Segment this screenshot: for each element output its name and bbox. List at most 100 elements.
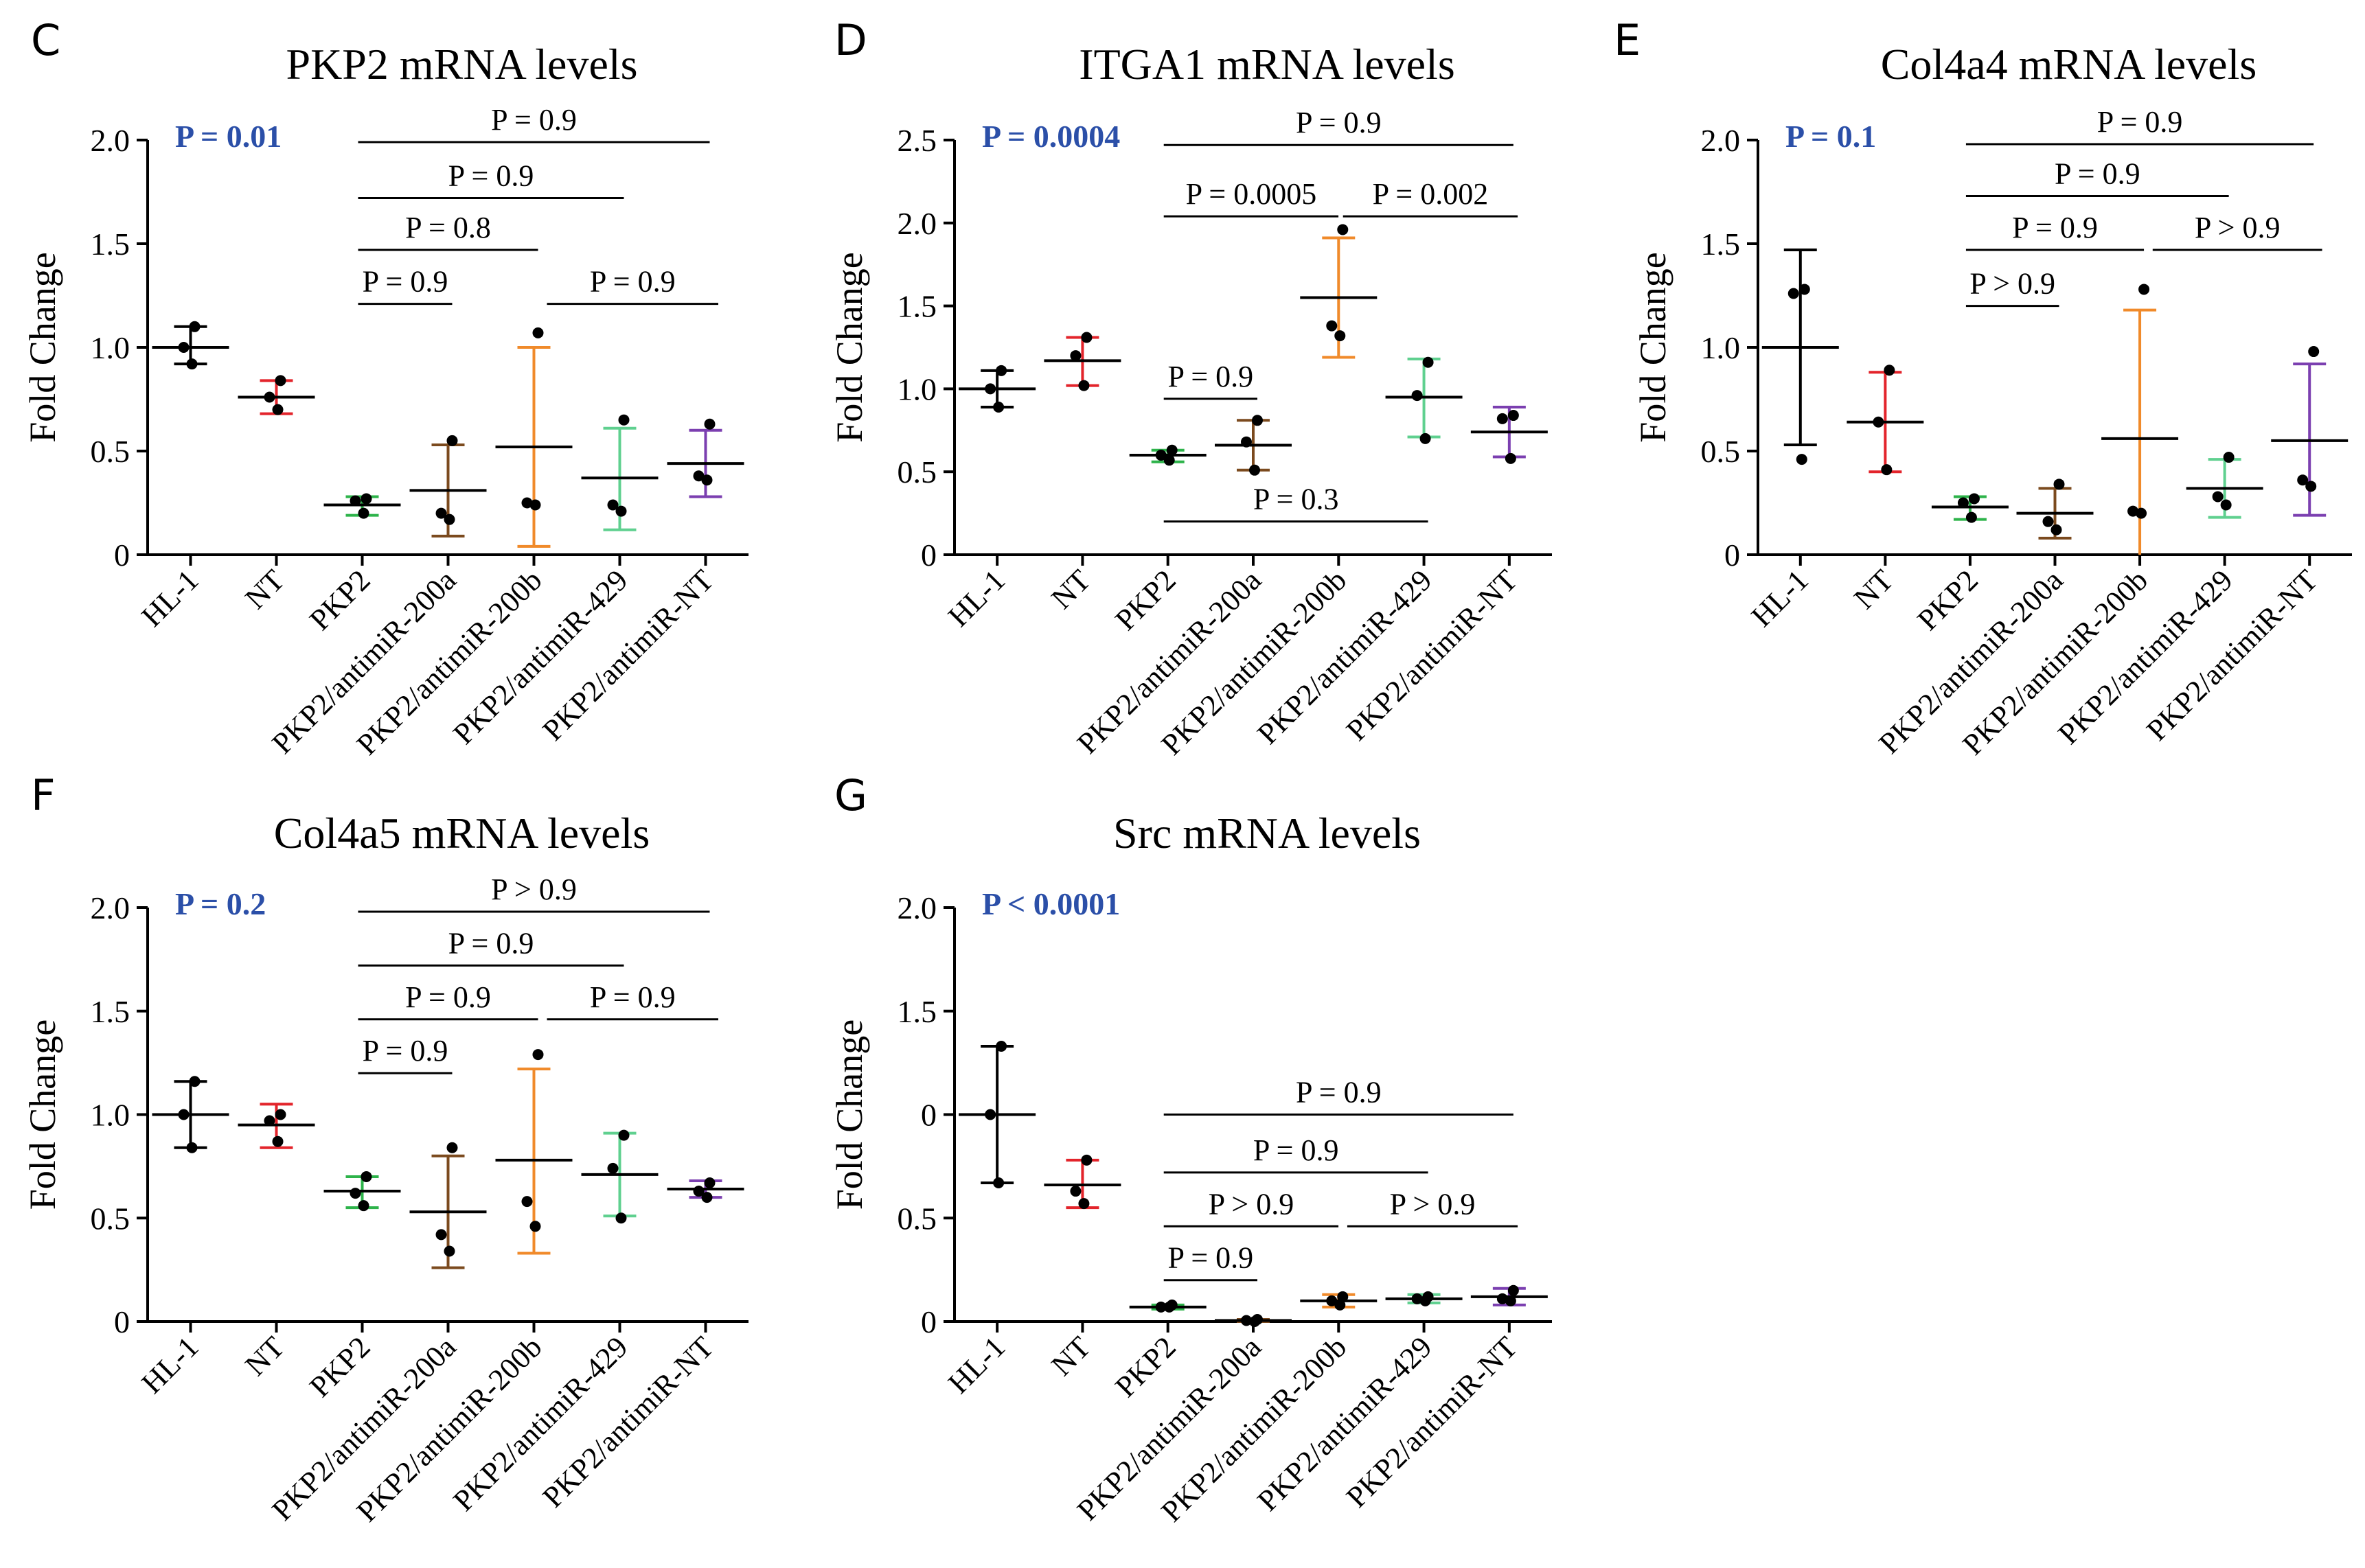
data-point (1496, 1293, 1508, 1304)
y-tick-label: 1.5 (898, 289, 937, 324)
category-label: NT (238, 1330, 290, 1382)
comparison-p-value: P = 0.9 (491, 103, 577, 137)
y-tick-label: 2.0 (898, 890, 937, 925)
data-point (444, 1245, 455, 1257)
panel-letter: D (834, 15, 867, 65)
data-point (1507, 410, 1519, 422)
comparison-p-value: P = 0.9 (1253, 1133, 1339, 1167)
data-point (704, 1177, 716, 1188)
data-point (618, 1129, 630, 1141)
y-tick-label: 0 (114, 1304, 130, 1339)
data-point (1166, 444, 1178, 456)
data-point (1334, 330, 1346, 342)
comparison-p-value: P = 0.9 (2055, 157, 2140, 191)
category-label: HL-1 (135, 1330, 205, 1400)
data-point (2127, 505, 2139, 517)
data-point (264, 391, 275, 403)
data-point (1252, 415, 1263, 426)
data-point (615, 505, 627, 517)
panel-g: G Src mRNA levels 0 0.5 0 1.5 2.0 Fold Change HL… (829, 770, 1552, 1528)
data-point (435, 1229, 447, 1241)
data-point (358, 507, 369, 519)
category-label: HL-1 (1745, 563, 1815, 633)
data-point (1873, 416, 1884, 428)
comparison-p-value: P = 0.9 (363, 1034, 448, 1068)
data-point (2042, 516, 2054, 527)
panel-e: E Col4a4 mRNA levels 0 0.5 1.0 1.5 2.0 Fold Cha… (1614, 15, 2352, 761)
data-point (532, 327, 544, 338)
comparison-p-value: P = 0.9 (2097, 105, 2183, 139)
data-point (618, 414, 630, 426)
comparison-p-value: P > 0.9 (2195, 211, 2281, 244)
comparison-p-value: P > 0.9 (1969, 267, 2055, 301)
data-point (1411, 1293, 1423, 1304)
y-tick-label: 0 (921, 1304, 937, 1339)
data-point (444, 514, 455, 525)
category-label: PKP2 (1109, 563, 1182, 636)
y-tick-label: 2.0 (898, 206, 937, 241)
comparison-p-value: P = 0.9 (590, 265, 676, 299)
data-point (1419, 433, 1431, 444)
data-point (2053, 479, 2065, 490)
y-tick-label: 2.0 (91, 123, 130, 158)
category-label: NT (1847, 563, 1899, 615)
data-point (1155, 1301, 1167, 1313)
data-point (996, 1041, 1007, 1052)
overall-p-value: P = 0.0004 (982, 119, 1120, 154)
comparison-p-value: P = 0.9 (1168, 1241, 1254, 1275)
category-label: HL-1 (941, 1330, 1012, 1400)
comparison-p-value: P = 0.9 (448, 926, 534, 960)
chart-title: Src mRNA levels (1113, 809, 1421, 857)
panel-letter: C (31, 15, 60, 65)
data-point (1496, 413, 1508, 424)
data-point (693, 1186, 705, 1197)
data-point (1968, 493, 1980, 505)
data-point (693, 470, 705, 482)
y-tick-label: 1.5 (898, 994, 937, 1029)
data-point (361, 493, 372, 505)
data-point (529, 499, 541, 511)
data-point (272, 1135, 284, 1147)
data-point (1507, 1284, 1519, 1296)
data-point (275, 1109, 286, 1120)
comparison-p-value: P = 0.8 (405, 211, 491, 244)
data-point (2220, 499, 2232, 511)
comparison-p-value: P = 0.9 (1168, 360, 1254, 393)
data-point (1249, 1316, 1260, 1327)
data-point (446, 435, 458, 446)
data-point (2297, 474, 2309, 486)
comparison-p-value: P = 0.9 (2012, 211, 2098, 244)
data-point (701, 1192, 713, 1203)
comparison-p-value: P > 0.9 (1209, 1187, 1294, 1221)
overall-p-value: P < 0.0001 (982, 886, 1120, 921)
y-tick-label: 0 (1724, 538, 1740, 573)
y-tick-label: 0.5 (898, 454, 937, 489)
chart-title: Col4a4 mRNA levels (1881, 40, 2257, 89)
y-axis-label: Fold Change (829, 1019, 870, 1210)
y-axis-label: Fold Change (22, 1019, 63, 1210)
y-tick-label: 1.0 (91, 1098, 130, 1133)
data-point (521, 1196, 533, 1208)
panel-f: F Col4a5 mRNA levels 0 0.5 1.0 1.5 2.0 Fold Cha… (22, 770, 749, 1528)
data-point (1249, 464, 1260, 476)
data-point (996, 365, 1007, 376)
comparison-p-value: P > 0.9 (1390, 1187, 1476, 1221)
data-point (1326, 320, 1338, 332)
data-point (2223, 452, 2235, 463)
y-tick-label: 2.0 (1701, 123, 1741, 158)
data-point (1422, 356, 1434, 368)
comparison-p-value: P = 0.0005 (1186, 177, 1317, 211)
data-point (1070, 1186, 1082, 1197)
y-axis-label: Fold Change (22, 252, 63, 443)
data-point (358, 1200, 369, 1212)
data-point (189, 1076, 201, 1087)
y-tick-label: 0.5 (898, 1201, 937, 1236)
y-tick-label: 1.0 (898, 371, 937, 406)
data-point (993, 1177, 1005, 1188)
category-label: HL-1 (135, 563, 205, 633)
data-point (1881, 464, 1893, 476)
y-tick-label: 2.0 (91, 890, 130, 925)
y-tick-label: 0.5 (1701, 434, 1741, 469)
y-tick-label: 0 (114, 538, 130, 573)
